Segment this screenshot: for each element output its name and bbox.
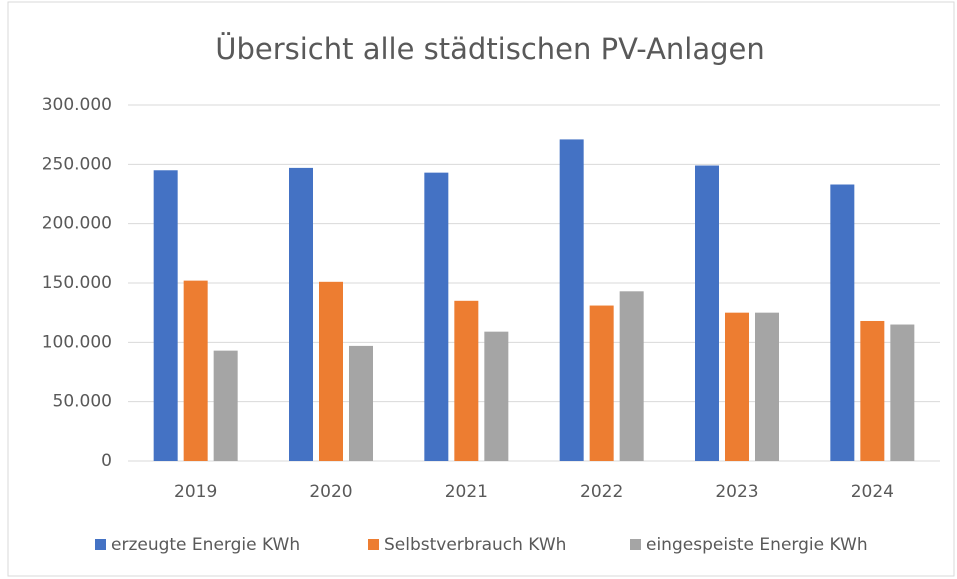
y-tick-label: 100.000 xyxy=(42,332,112,352)
bar xyxy=(695,165,719,461)
legend-label: Selbstverbrauch KWh xyxy=(384,535,566,555)
bar xyxy=(559,139,584,461)
x-tick-label: 2020 xyxy=(309,482,352,502)
y-tick-label: 200.000 xyxy=(42,214,112,234)
bar xyxy=(319,281,343,461)
legend-label: eingespeiste Energie KWh xyxy=(646,535,868,555)
bar xyxy=(890,324,915,461)
bar xyxy=(619,291,644,461)
bar xyxy=(349,345,373,461)
bar xyxy=(153,170,178,461)
y-tick-label: 300.000 xyxy=(42,95,112,115)
x-tick-label: 2023 xyxy=(715,482,758,502)
x-tick-label: 2021 xyxy=(445,482,488,502)
y-tick-label: 250.000 xyxy=(42,154,112,174)
bar xyxy=(725,312,749,461)
y-tick-label: 150.000 xyxy=(42,273,112,293)
x-tick-label: 2019 xyxy=(174,482,217,502)
legend-swatch xyxy=(95,539,106,550)
legend-swatch xyxy=(630,539,641,550)
bar xyxy=(289,167,313,462)
bar xyxy=(454,300,479,461)
bar xyxy=(213,350,238,461)
bar xyxy=(830,184,855,462)
y-tick-label: 0 xyxy=(101,451,112,471)
bar xyxy=(484,331,509,461)
y-tick-label: 50.000 xyxy=(53,392,112,412)
bar xyxy=(860,320,885,461)
legend-swatch xyxy=(368,539,379,550)
bar xyxy=(755,312,779,461)
legend-label: erzeugte Energie KWh xyxy=(111,535,300,555)
bar xyxy=(183,280,208,461)
x-tick-label: 2024 xyxy=(851,482,894,502)
x-tick-label: 2022 xyxy=(580,482,623,502)
bar xyxy=(424,172,449,461)
chart-title: Übersicht alle städtischen PV-Anlagen xyxy=(215,32,765,66)
bar xyxy=(589,305,614,461)
